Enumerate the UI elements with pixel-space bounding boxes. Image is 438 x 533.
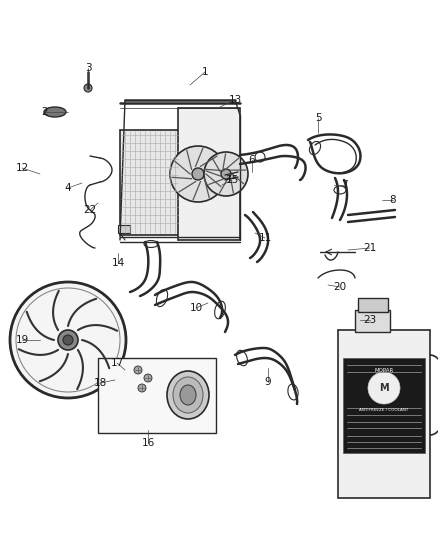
Text: 3: 3 bbox=[85, 63, 91, 73]
Bar bbox=[343, 358, 425, 453]
Circle shape bbox=[84, 84, 92, 92]
Text: 15: 15 bbox=[226, 175, 239, 185]
Text: 6: 6 bbox=[249, 155, 255, 165]
Text: 12: 12 bbox=[15, 163, 28, 173]
Circle shape bbox=[368, 372, 400, 404]
Circle shape bbox=[170, 146, 226, 202]
Text: 20: 20 bbox=[333, 282, 346, 292]
Bar bbox=[118, 225, 130, 233]
Text: 14: 14 bbox=[111, 258, 125, 268]
Bar bbox=[338, 330, 430, 498]
Bar bbox=[120, 130, 180, 235]
Text: 10: 10 bbox=[190, 303, 202, 313]
Text: 18: 18 bbox=[93, 378, 106, 388]
Text: ANTIFREEZE / COOLANT: ANTIFREEZE / COOLANT bbox=[359, 408, 409, 412]
Circle shape bbox=[204, 152, 248, 196]
Bar bbox=[178, 108, 240, 240]
Bar bbox=[98, 358, 216, 433]
Circle shape bbox=[58, 330, 78, 350]
Ellipse shape bbox=[180, 385, 196, 405]
Circle shape bbox=[144, 374, 152, 382]
Text: 7: 7 bbox=[341, 180, 347, 190]
Text: 19: 19 bbox=[15, 335, 28, 345]
Circle shape bbox=[134, 366, 142, 374]
Ellipse shape bbox=[173, 377, 203, 413]
Text: 4: 4 bbox=[65, 183, 71, 193]
Bar bbox=[355, 310, 390, 332]
Text: 22: 22 bbox=[83, 205, 97, 215]
Text: 23: 23 bbox=[364, 315, 377, 325]
Ellipse shape bbox=[44, 107, 66, 117]
Circle shape bbox=[221, 169, 231, 179]
Text: 8: 8 bbox=[390, 195, 396, 205]
Circle shape bbox=[138, 384, 146, 392]
Text: 16: 16 bbox=[141, 438, 155, 448]
Text: 2: 2 bbox=[42, 107, 48, 117]
Text: 13: 13 bbox=[228, 95, 242, 105]
Circle shape bbox=[192, 168, 204, 180]
Text: 5: 5 bbox=[314, 113, 321, 123]
Text: 17: 17 bbox=[110, 358, 124, 368]
Text: MOPAR: MOPAR bbox=[374, 367, 394, 373]
Ellipse shape bbox=[167, 371, 209, 419]
Text: M: M bbox=[379, 383, 389, 393]
Circle shape bbox=[10, 282, 126, 398]
Text: 1: 1 bbox=[201, 67, 208, 77]
Circle shape bbox=[63, 335, 73, 345]
Bar bbox=[358, 298, 388, 312]
Text: 11: 11 bbox=[258, 233, 272, 243]
Text: 21: 21 bbox=[364, 243, 377, 253]
Text: 9: 9 bbox=[265, 377, 271, 387]
